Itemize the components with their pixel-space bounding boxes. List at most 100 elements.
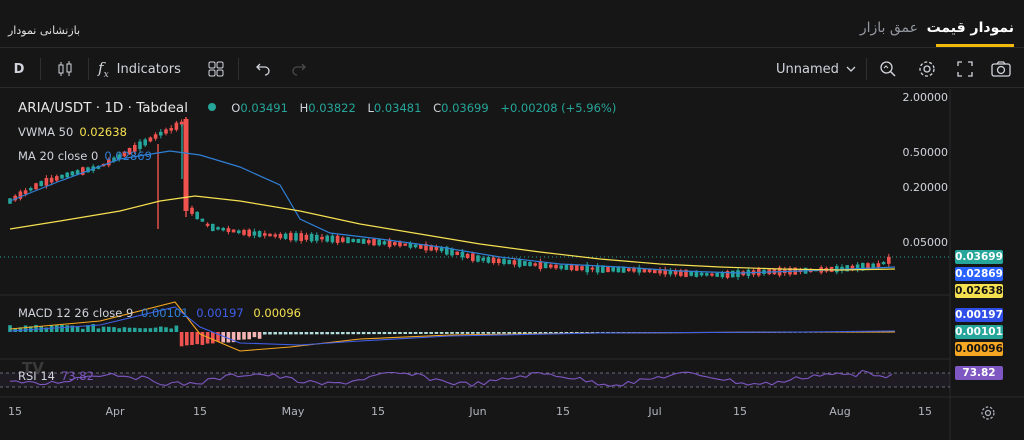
candle-body	[65, 172, 69, 178]
fullscreen-icon[interactable]	[954, 59, 976, 79]
candle-body	[252, 231, 257, 236]
magnify-icon[interactable]	[877, 59, 899, 79]
candle-body	[419, 244, 423, 249]
tab-market-depth[interactable]: عمق بازار	[859, 20, 918, 36]
time-axis-label: 15	[556, 405, 570, 418]
candle-body	[159, 131, 163, 136]
macd-histogram-bar	[242, 332, 246, 340]
layout-name[interactable]: Unnamed	[776, 61, 839, 77]
ma-legend[interactable]: MA 20 close 0 0.02869	[18, 149, 152, 163]
indicators-button[interactable]: fx Indicators	[98, 59, 194, 80]
vwma-value: 0.02638	[79, 125, 127, 139]
vwma-legend[interactable]: VWMA 50 0.02638	[18, 125, 127, 139]
macd-histogram-bar	[18, 327, 23, 332]
candle-body	[647, 269, 652, 273]
reset-chart-link[interactable]: بازنشانی نمودار	[8, 24, 81, 37]
macd-histogram-bar	[538, 332, 543, 334]
interval-button[interactable]: D	[13, 61, 25, 77]
ma-price-badge: 0.02869	[955, 267, 1003, 281]
candle-body	[502, 258, 506, 264]
candle-body	[195, 211, 199, 220]
macd-histogram-bar	[44, 327, 49, 332]
candle-body	[538, 261, 543, 269]
macd-histogram-bar	[247, 332, 251, 340]
macd-histogram-bar	[237, 332, 241, 340]
tab-price-chart[interactable]: نمودار قیمت	[926, 20, 1014, 36]
toolbar-divider	[238, 58, 239, 80]
settings-icon[interactable]	[916, 59, 938, 79]
candle-body	[569, 265, 574, 271]
timezone-settings-icon[interactable]	[980, 405, 996, 421]
chart-canvas[interactable]	[0, 89, 1024, 440]
candle-body	[211, 223, 215, 231]
candle-body	[356, 238, 361, 243]
rsi-legend[interactable]: RSI 14 73.82	[18, 369, 94, 383]
macd-histogram-bar	[200, 332, 205, 345]
macd-histogram-bar	[159, 326, 163, 332]
macd-histogram-bar	[408, 332, 413, 334]
macd-histogram-bar	[554, 332, 558, 334]
macd-line	[9, 306, 896, 346]
candle-body	[850, 265, 855, 270]
macd-histogram-bar	[393, 332, 397, 335]
macd-histogram-bar	[491, 332, 496, 334]
macd-histogram-bar	[34, 324, 38, 332]
candle-body	[205, 223, 210, 226]
macd-histogram-bar	[107, 326, 111, 332]
candle-body	[460, 251, 465, 258]
candle-body	[216, 227, 220, 230]
price-axis-label: 2.00000	[902, 91, 949, 104]
camera-icon[interactable]	[990, 59, 1012, 79]
candle-body	[190, 207, 194, 214]
indicators-label: Indicators	[116, 61, 181, 77]
rsi-label: RSI 14	[18, 369, 55, 383]
macd-value-1: 0.00101	[140, 306, 189, 320]
time-axis-label: 15	[371, 405, 385, 418]
macd-histogram-bar	[315, 332, 319, 335]
toolbar-divider	[40, 58, 41, 80]
candle-body	[335, 235, 340, 243]
macd-histogram-bar	[257, 332, 262, 339]
chart-area[interactable]: ARIA/USDT · 1D · Tabdeal O0.03491 H0.038…	[0, 89, 1024, 440]
symbol-title[interactable]: ARIA/USDT · 1D · Tabdeal	[18, 100, 188, 116]
macd-histogram-bar	[216, 332, 220, 342]
candle-body	[881, 262, 886, 265]
active-tab-indicator	[936, 44, 1014, 47]
candle-body	[398, 241, 402, 247]
candle-body	[720, 272, 725, 278]
candles-icon[interactable]	[54, 59, 76, 79]
close-label: C	[433, 101, 442, 115]
last-price-badge: 0.03699	[955, 250, 1003, 264]
candle-body	[247, 229, 251, 237]
macd-histogram-bar	[471, 332, 475, 334]
undo-icon[interactable]	[252, 59, 274, 79]
candle-body	[153, 134, 158, 139]
time-axis-label: 15	[193, 405, 207, 418]
macd-histogram-bar	[502, 332, 506, 334]
macd-label: MACD 12 26 close 9	[18, 306, 134, 320]
ohlc-legend: ARIA/USDT · 1D · Tabdeal O0.03491 H0.038…	[18, 100, 616, 116]
redo-icon[interactable]	[288, 59, 310, 79]
candle-body	[715, 272, 719, 277]
vwma-label: VWMA 50	[18, 125, 74, 139]
candle-body	[143, 139, 147, 146]
grid-icon[interactable]	[205, 59, 227, 79]
macd-legend[interactable]: MACD 12 26 close 9 0.00101 0.00197 0.000…	[18, 306, 301, 320]
candle-body	[637, 267, 641, 273]
candle-body	[112, 157, 116, 162]
rsi-line	[9, 369, 893, 387]
candle-body	[471, 253, 475, 261]
candle-body	[595, 265, 600, 273]
chevron-down-icon[interactable]	[844, 59, 858, 79]
macd-histogram-bar	[476, 332, 480, 334]
candle-body	[107, 159, 111, 166]
high-label: H	[299, 101, 309, 115]
macd-histogram-bar	[263, 332, 267, 335]
macd-histogram-bar	[346, 332, 350, 335]
macd-histogram-bar	[174, 325, 179, 332]
toolbar-divider	[88, 58, 89, 80]
candle-body	[377, 239, 381, 246]
candle-body	[736, 270, 740, 278]
macd-histogram-bar	[549, 332, 553, 334]
macd-histogram-bar	[486, 332, 491, 334]
